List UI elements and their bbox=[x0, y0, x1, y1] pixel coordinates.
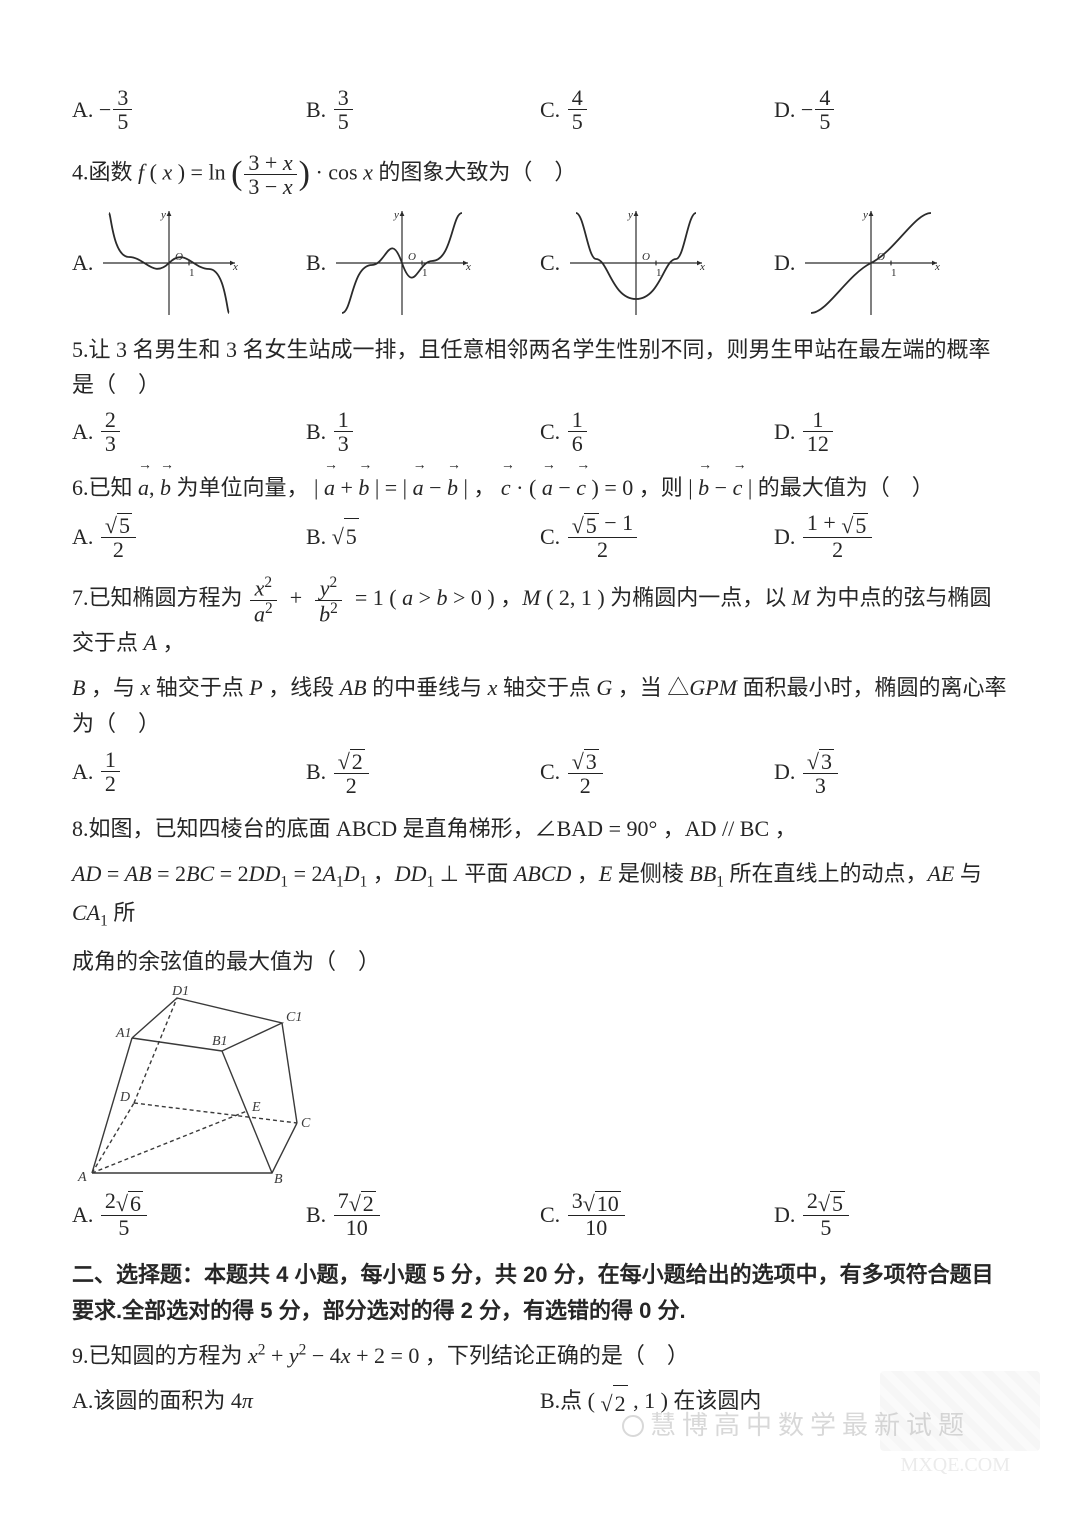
svg-text:x: x bbox=[232, 261, 238, 273]
q3-opt-A: A. −35 bbox=[72, 86, 306, 133]
svg-text:x: x bbox=[465, 261, 471, 273]
q8-stem1: 8.如图，已知四棱台的底面 ABCD 是直角梯形，∠BAD = 90° ，AD … bbox=[72, 811, 1008, 846]
q5-opt-A: A. 23 bbox=[72, 408, 306, 455]
q7-stem-line2: B ，与 x 轴交于点 P ，线段 AB 的中垂线与 x 轴交于点 G ，当 △… bbox=[72, 670, 1008, 740]
svg-text:O: O bbox=[642, 251, 650, 263]
q6-opt-C: C. 5 − 12 bbox=[540, 511, 774, 561]
q9-opt-A: A.该圆的面积为 4π bbox=[72, 1383, 540, 1421]
q9-stem: 9.已知圆的方程为 x2 + y2 − 4x + 2 = 0 ，下列结论正确的是… bbox=[72, 1338, 1008, 1373]
q5-opt-D: D. 112 bbox=[774, 408, 1008, 455]
svg-text:C1: C1 bbox=[286, 1010, 302, 1025]
svg-text:A: A bbox=[77, 1170, 87, 1183]
q4-opt-C: C. O 1 x y bbox=[540, 208, 774, 318]
q4-graph-A: O 1 x y bbox=[99, 208, 239, 318]
q6-opt-A: A. 52 bbox=[72, 511, 306, 561]
q3-opt-C: C. 45 bbox=[540, 86, 774, 133]
section2-heading: 二、选择题：本题共 4 小题，每小题 5 分，共 20 分，在每小题给出的选项中… bbox=[72, 1257, 1008, 1327]
svg-text:1: 1 bbox=[891, 267, 897, 279]
q5-options: A. 23 B. 13 C. 16 D. 112 bbox=[72, 408, 1008, 455]
q8-opt-D: D. 255 bbox=[774, 1189, 1008, 1239]
q5-opt-C: C. 16 bbox=[540, 408, 774, 455]
q8-stem2: AD = AB = 2BC = 2DD1 = 2A1D1 ，DD1 ⊥ 平面 A… bbox=[72, 856, 1008, 934]
wechat-icon bbox=[622, 1415, 644, 1437]
q8-stem3: 成角的余弦值的最大值为（ ） bbox=[72, 944, 1008, 979]
q4-opt-D: D. O 1 x y bbox=[774, 208, 1008, 318]
q8-opt-B: B. 7210 bbox=[306, 1189, 540, 1239]
svg-text:y: y bbox=[862, 209, 868, 221]
q6-options: A. 52 B. 5 C. 5 − 12 D. 1 + 52 bbox=[72, 511, 1008, 561]
svg-text:A1: A1 bbox=[115, 1026, 132, 1041]
svg-text:1: 1 bbox=[656, 267, 662, 279]
q7-opt-A: A. 12 bbox=[72, 747, 306, 797]
q4-options: A. O 1 x y B. bbox=[72, 208, 1008, 318]
q4-graph-C: O 1 x y bbox=[566, 208, 706, 318]
q3-opt-B: B. 35 bbox=[306, 86, 540, 133]
svg-text:O: O bbox=[877, 251, 885, 263]
svg-text:x: x bbox=[699, 261, 705, 273]
q6-opt-B: B. 5 bbox=[306, 511, 540, 561]
q3-options: A. −35 B. 35 C. 45 D. −45 bbox=[72, 86, 1008, 133]
q7-opt-C: C. 32 bbox=[540, 747, 774, 797]
svg-text:D1: D1 bbox=[171, 984, 189, 999]
q4-graph-D: O 1 x y bbox=[801, 208, 941, 318]
svg-text:O: O bbox=[175, 251, 183, 263]
q7-options: A. 12 B. 22 C. 32 D. 33 bbox=[72, 747, 1008, 797]
svg-text:C: C bbox=[301, 1116, 311, 1131]
q3-opt-D: D. −45 bbox=[774, 86, 1008, 133]
q6-opt-D: D. 1 + 52 bbox=[774, 511, 1008, 561]
q8-options: A. 265 B. 7210 C. 31010 D. 255 bbox=[72, 1189, 1008, 1239]
q4-opt-A: A. O 1 x y bbox=[72, 208, 306, 318]
q5-stem: 5.让 3 名男生和 3 名女生站成一排，且任意相邻两名学生性别不同，则男生甲站… bbox=[72, 332, 1008, 402]
q4-graph-B: O 1 x y bbox=[332, 208, 472, 318]
q4-opt-B: B. O 1 x y bbox=[306, 208, 540, 318]
svg-text:y: y bbox=[627, 209, 633, 221]
q7-opt-B: B. 22 bbox=[306, 747, 540, 797]
svg-text:1: 1 bbox=[189, 267, 195, 279]
q4-stem: 4.函数 f ( x ) = ln (3 + x3 − x) · cos x 的… bbox=[72, 147, 1008, 201]
q8-figure: D1 C1 A1 B1 D E C A B bbox=[72, 983, 312, 1183]
svg-text:y: y bbox=[160, 209, 166, 221]
svg-text:D: D bbox=[119, 1090, 130, 1105]
svg-text:B: B bbox=[274, 1172, 283, 1183]
q8-opt-C: C. 31010 bbox=[540, 1189, 774, 1239]
q7-opt-D: D. 33 bbox=[774, 747, 1008, 797]
svg-text:B1: B1 bbox=[212, 1034, 228, 1049]
svg-text:y: y bbox=[393, 209, 399, 221]
svg-text:E: E bbox=[251, 1100, 261, 1115]
svg-text:x: x bbox=[934, 261, 940, 273]
svg-text:O: O bbox=[408, 251, 416, 263]
watermark-url: MXQE.COM bbox=[901, 1449, 1010, 1481]
q6-stem: 6.已知 a, b 为单位向量， | a + b | = | a − b | ，… bbox=[72, 469, 1008, 505]
q7-stem-line1: 7.已知椭圆方程为 x2a2 + y2b2 = 1 ( a > b > 0 ) … bbox=[72, 575, 1008, 660]
q8-opt-A: A. 265 bbox=[72, 1189, 306, 1239]
q5-opt-B: B. 13 bbox=[306, 408, 540, 455]
watermark-brand: 慧博高中数学最新试题 bbox=[622, 1405, 970, 1447]
svg-text:1: 1 bbox=[422, 267, 428, 279]
